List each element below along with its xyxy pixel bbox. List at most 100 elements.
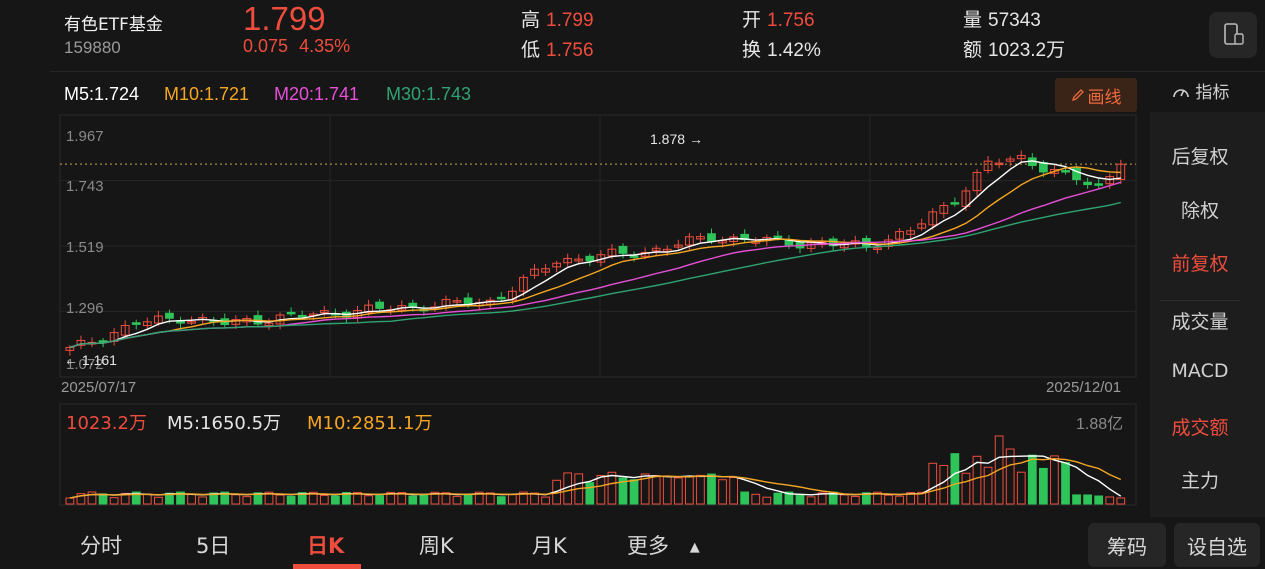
volume-bar xyxy=(485,492,495,505)
stat-turnover-label: 换 xyxy=(742,39,762,61)
candle xyxy=(286,311,296,315)
volume-bar xyxy=(474,491,484,505)
volume-m5: M5:1650.5万 xyxy=(167,413,282,434)
y-tick-label: 1.519 xyxy=(66,239,104,256)
draw-line-label: 画线 xyxy=(1087,87,1122,108)
volume-bar xyxy=(65,497,75,505)
volume-bar xyxy=(839,494,849,505)
volume-bar xyxy=(397,492,407,505)
volume-bar xyxy=(408,495,418,505)
tab-intraday[interactable]: 分时 xyxy=(80,534,122,558)
candle xyxy=(994,162,1004,166)
volume-bar xyxy=(629,479,639,505)
high-marker: 1.878 → xyxy=(650,131,703,147)
volume-bar xyxy=(508,494,517,505)
volume-bar xyxy=(696,474,705,505)
candle xyxy=(142,321,152,327)
volume-bar xyxy=(220,491,230,505)
candle xyxy=(165,312,174,319)
ma10-legend: M10:1.721 xyxy=(164,84,250,104)
side-item-post-adjusted[interactable]: 后复权 xyxy=(1171,146,1229,168)
volume-bar xyxy=(618,477,628,505)
chart-grid xyxy=(59,114,1137,506)
side-item-macd[interactable]: MACD xyxy=(1171,360,1229,382)
volume-bar xyxy=(286,495,296,505)
volume-max-label: 1.88亿 xyxy=(1076,416,1124,433)
candle xyxy=(452,300,462,303)
volume-bar xyxy=(319,494,329,505)
candle xyxy=(917,223,927,229)
side-item-volume[interactable]: 成交量 xyxy=(1171,311,1229,333)
volume-bar xyxy=(353,491,362,505)
ma10-line xyxy=(69,166,1121,349)
volume-bar xyxy=(718,479,727,505)
stat-turnover: 换 1.42% xyxy=(742,35,821,62)
candle xyxy=(408,302,418,307)
side-item-ex-rights[interactable]: 除权 xyxy=(1180,200,1219,222)
landscape-toggle-button[interactable] xyxy=(1209,12,1257,58)
volume-bar xyxy=(496,496,506,505)
volume-bar xyxy=(375,495,384,505)
volume-current: 1023.2万 xyxy=(66,413,147,434)
draw-line-button[interactable]: 画线 xyxy=(1055,78,1137,112)
volume-bar xyxy=(231,494,241,505)
volume-bar xyxy=(906,492,915,505)
volume-bar xyxy=(198,496,207,505)
volume-bar xyxy=(364,495,373,505)
tab-5day[interactable]: 5日 xyxy=(196,534,231,558)
volume-bar xyxy=(275,494,285,505)
side-item-amount[interactable]: 成交额 xyxy=(1171,417,1229,439)
candle xyxy=(1072,167,1081,181)
low-marker-value: 1.161 xyxy=(81,352,117,368)
candle xyxy=(319,310,329,314)
candle xyxy=(972,171,982,192)
stat-low: 低 1.756 xyxy=(521,35,594,62)
indicator-button[interactable]: 指标 xyxy=(1172,78,1229,103)
low-marker: ← 1.161 xyxy=(64,352,117,368)
side-item-pre-adjusted[interactable]: 前复权 xyxy=(1171,253,1229,275)
y-tick-label: 1.967 xyxy=(66,128,104,145)
volume-bar xyxy=(530,492,539,505)
volume-bar xyxy=(430,491,440,505)
side-menu: 后复权 除权 前复权 成交量 MACD 成交额 主力 xyxy=(1150,112,1265,517)
y-tick-label: 1.743 xyxy=(66,178,104,195)
volume-bar xyxy=(187,493,196,505)
tab-weekly-k[interactable]: 周K xyxy=(419,534,454,558)
volume-bar xyxy=(331,495,340,505)
period-tab-bar xyxy=(0,519,1265,569)
volume-bar xyxy=(729,477,738,505)
candle xyxy=(364,304,373,313)
chips-button[interactable]: 筹码 xyxy=(1088,523,1166,567)
volume-bar xyxy=(961,472,971,505)
volume-bar xyxy=(1061,462,1070,505)
volume-bar xyxy=(142,493,152,505)
stat-high-label: 高 xyxy=(521,9,541,31)
candle xyxy=(120,325,130,336)
add-watchlist-button[interactable]: 设自选 xyxy=(1174,523,1260,567)
candle xyxy=(696,236,705,240)
stat-turnover-value: 1.42% xyxy=(767,40,821,61)
candle xyxy=(651,247,661,252)
volume-m10: M10:2851.1万 xyxy=(307,413,433,434)
candle xyxy=(950,202,960,205)
volume-bar xyxy=(751,493,761,505)
tab-more[interactable]: 更多 ▲ xyxy=(627,530,700,560)
volume-bar xyxy=(308,491,318,505)
right-arrow-icon: → xyxy=(688,131,703,147)
pencil-icon xyxy=(1071,89,1084,102)
volume-ma-lines xyxy=(69,455,1122,499)
candle xyxy=(76,339,86,346)
candle xyxy=(585,255,595,262)
side-item-main-force[interactable]: 主力 xyxy=(1180,470,1219,492)
volume-bar xyxy=(452,495,462,505)
ma-lines xyxy=(69,160,1122,349)
stat-volume-label: 量 xyxy=(963,9,983,31)
ma5-legend: M5:1.724 xyxy=(64,84,140,104)
stat-low-value: 1.756 xyxy=(546,40,594,61)
volume-bar xyxy=(972,455,982,505)
tab-daily-k[interactable]: 日K xyxy=(307,534,345,558)
left-arrow-icon: ← xyxy=(64,352,78,368)
volume-bar xyxy=(419,494,429,505)
tab-monthly-k[interactable]: 月K xyxy=(532,534,567,558)
